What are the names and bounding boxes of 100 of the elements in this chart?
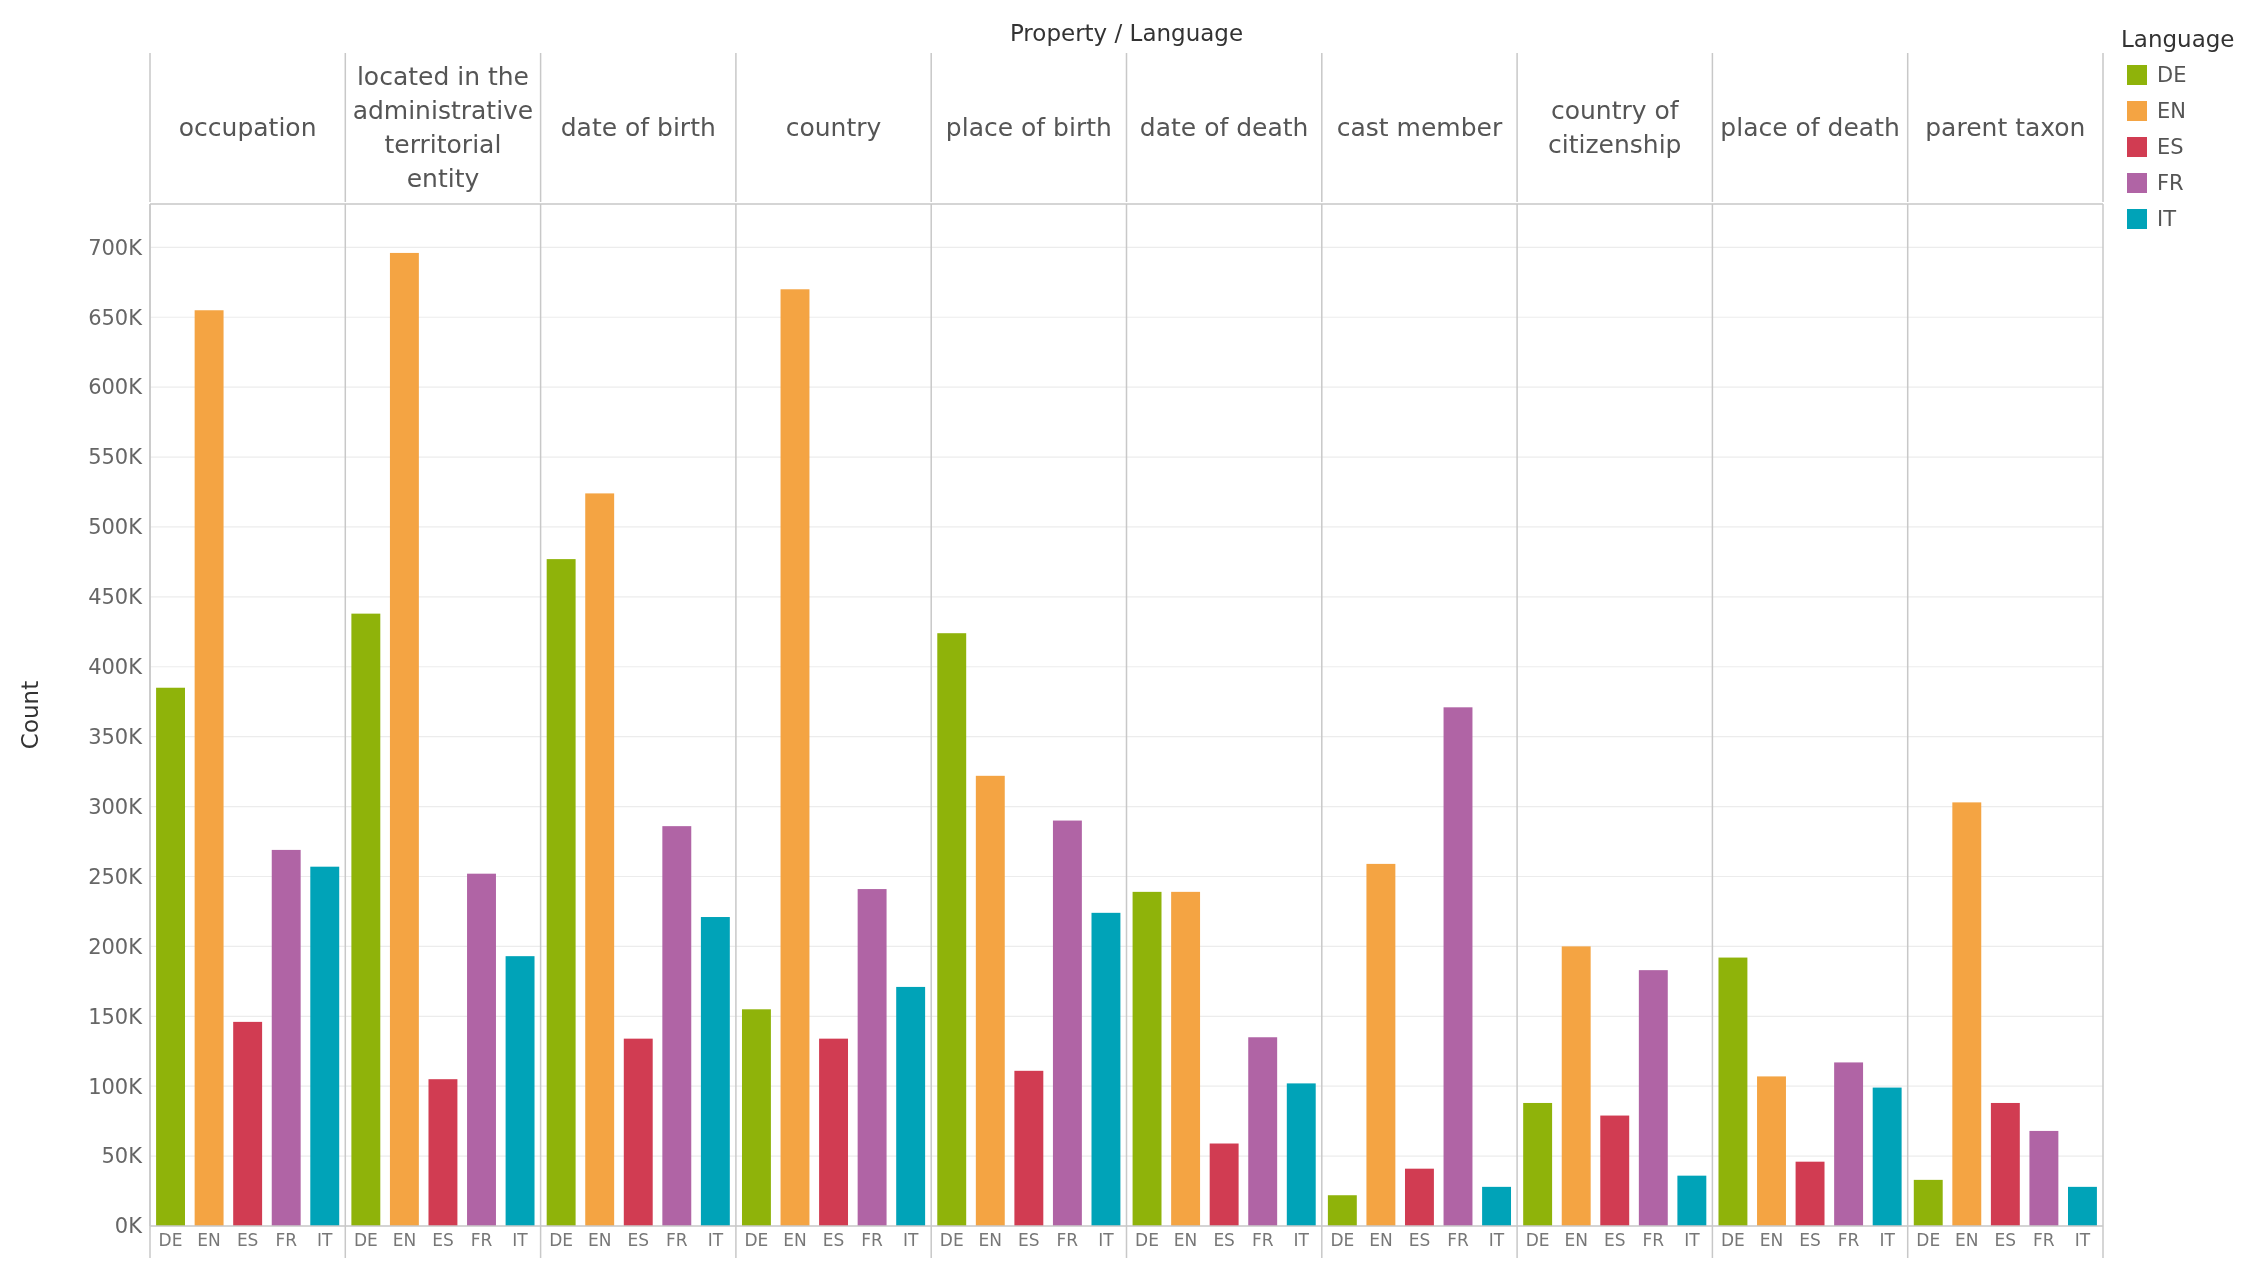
- bar: [156, 687, 185, 1226]
- bar: [857, 889, 887, 1226]
- y-tick-label: 150K: [88, 1004, 144, 1029]
- x-tick-label: FR: [1056, 1230, 1079, 1250]
- bar: [1132, 891, 1162, 1226]
- chart-title: country of citizenship: [1548, 95, 1682, 159]
- category-label: IT: [2157, 207, 2177, 232]
- bar: [1523, 1102, 1553, 1226]
- bar: [1795, 1161, 1825, 1226]
- bar: [1482, 1186, 1512, 1226]
- y-tick-label: 50K: [101, 1144, 144, 1169]
- x-tick-label: EN: [783, 1230, 807, 1250]
- y-tick-label: 350K: [88, 725, 144, 750]
- x-tick-label: FR: [1447, 1230, 1469, 1250]
- chart-title: parent taxon: [1925, 112, 2086, 142]
- x-tick-label: IT: [1684, 1230, 1701, 1250]
- bar: [975, 775, 1005, 1226]
- y-tick-label: 400K: [88, 655, 144, 680]
- bar: [1677, 1175, 1707, 1226]
- category-label: DE: [2157, 63, 2187, 88]
- y-tick-label: 0K: [114, 1214, 144, 1239]
- y-tick-label: 500K: [88, 515, 144, 540]
- x-tick-label: ES: [627, 1230, 650, 1250]
- x-tick-label: ES: [1213, 1230, 1235, 1250]
- x-tick-label: FR: [1642, 1230, 1665, 1250]
- x-tick-label: FR: [2033, 1230, 2055, 1250]
- bar: [310, 866, 340, 1226]
- bar: [1404, 1168, 1434, 1226]
- x-tick-label: EN: [1759, 1230, 1784, 1250]
- x-tick-label: EN: [1173, 1230, 1198, 1250]
- bar: [585, 493, 615, 1226]
- bar: [1600, 1115, 1630, 1226]
- bar: [1286, 1083, 1316, 1227]
- y-tick-label: 200K: [88, 934, 144, 959]
- bar: [1638, 970, 1668, 1226]
- x-tick-label: DE: [744, 1230, 769, 1250]
- y-tick-label: 700K: [88, 235, 144, 260]
- chart-title: place of birth: [945, 112, 1112, 142]
- x-tick-label: FR: [1837, 1230, 1860, 1250]
- bar: [351, 613, 381, 1226]
- bar: [467, 873, 496, 1226]
- category-label: FR: [2157, 171, 2184, 196]
- text: Property / Language: [1009, 20, 1244, 46]
- bar: [1014, 1070, 1044, 1226]
- x-tick-label: DE: [353, 1230, 378, 1250]
- y-tick-label: 450K: [88, 585, 144, 610]
- y-tick-label: 550K: [88, 445, 144, 470]
- x-tick-label: FR: [861, 1230, 884, 1250]
- x-tick-label: IT: [1098, 1230, 1115, 1250]
- y-tick-label: 100K: [88, 1074, 144, 1099]
- bar: [1209, 1143, 1239, 1226]
- bar: [1872, 1087, 1902, 1226]
- y-tick-label: 250K: [88, 864, 144, 889]
- x-tick-label: EN: [197, 1230, 221, 1250]
- x-tick-label: ES: [1408, 1230, 1431, 1250]
- x-tick-label: EN: [587, 1230, 612, 1250]
- bar: [233, 1021, 263, 1226]
- bar: [546, 559, 576, 1226]
- bar: [741, 1009, 771, 1226]
- bar: [505, 956, 535, 1226]
- bar: [780, 289, 810, 1226]
- chart-title: occupation: [178, 112, 317, 142]
- x-tick-label: DE: [549, 1230, 574, 1250]
- bar: [819, 1038, 849, 1226]
- x-tick-label: DE: [1330, 1230, 1355, 1250]
- bar: [896, 986, 926, 1226]
- bar: [271, 849, 301, 1226]
- bar: [1248, 1037, 1278, 1226]
- bar: [623, 1038, 653, 1226]
- bar: [1052, 820, 1082, 1226]
- x-tick-label: ES: [1018, 1230, 1040, 1250]
- x-tick-label: FR: [1251, 1230, 1274, 1250]
- x-tick-label: ES: [236, 1230, 259, 1250]
- x-tick-label: ES: [1994, 1230, 2017, 1250]
- x-tick-label: EN: [392, 1230, 417, 1250]
- chart-title: place of death: [1720, 112, 1900, 142]
- chart-title: date of death: [1139, 112, 1309, 142]
- x-tick-label: ES: [1603, 1230, 1626, 1250]
- x-tick-label: IT: [707, 1230, 724, 1250]
- x-tick-label: DE: [1916, 1230, 1941, 1250]
- chart-title: country: [785, 112, 882, 142]
- category-label: ES: [2157, 135, 2184, 160]
- x-tick-label: ES: [432, 1230, 454, 1250]
- bar: [194, 310, 224, 1226]
- bar: [937, 633, 967, 1226]
- x-tick-label: DE: [1721, 1230, 1745, 1250]
- bar: [1757, 1076, 1786, 1226]
- bar: [1834, 1062, 1864, 1226]
- bar: [389, 252, 419, 1226]
- x-tick-label: IT: [2074, 1230, 2091, 1250]
- x-tick-label: EN: [1564, 1230, 1588, 1250]
- x-tick-label: IT: [1488, 1230, 1505, 1250]
- bar: [1366, 863, 1396, 1226]
- x-tick-label: IT: [317, 1230, 334, 1250]
- bar: [1443, 707, 1473, 1226]
- x-tick-label: IT: [902, 1230, 919, 1250]
- x-tick-label: IT: [1293, 1230, 1310, 1250]
- bar: [1718, 957, 1748, 1226]
- x-tick-label: EN: [1955, 1230, 1979, 1250]
- x-tick-label: ES: [1799, 1230, 1821, 1250]
